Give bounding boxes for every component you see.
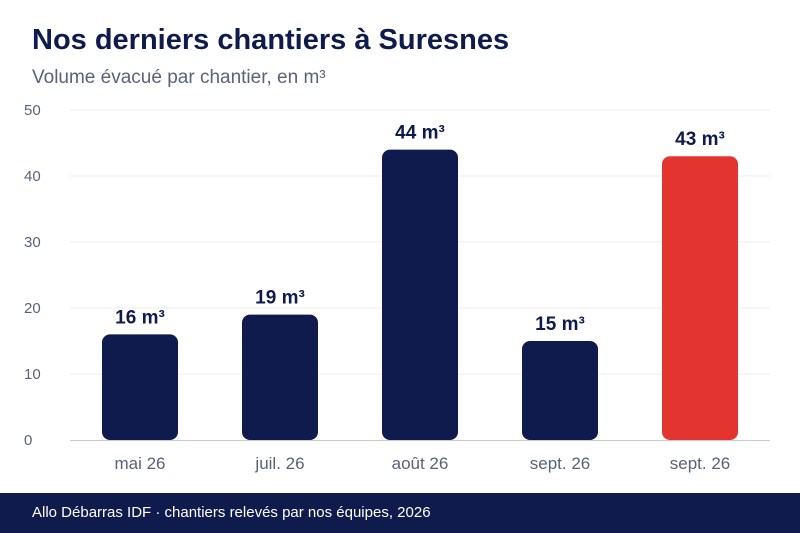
y-axis-ticks: 0 10 20 30 40 50 [24, 102, 41, 449]
bar [102, 334, 178, 440]
data-label: 16 m³ [115, 307, 165, 328]
bar-chart: 0 10 20 30 40 50 16 m³ 19 m³ 44 m³ 15 m³ 43 m³ ma… [24, 102, 770, 473]
y-tick-label: 0 [24, 432, 32, 449]
y-tick-label: 30 [24, 234, 41, 251]
footer-bar: Allo Débarras IDF · chantiers relevés pa… [0, 493, 800, 533]
y-tick-label: 50 [24, 102, 41, 119]
chart-subtitle: Volume évacué par chantier, en m³ [32, 67, 326, 88]
data-labels: 16 m³ 19 m³ 44 m³ 15 m³ 43 m³ [115, 123, 725, 335]
data-label: 44 m³ [395, 123, 445, 144]
bar [662, 156, 738, 440]
x-axis-ticks: mai 26 juil. 26 août 26 sept. 26 sept. 26 [114, 454, 730, 473]
x-tick-label: mai 26 [114, 454, 165, 473]
x-tick-label: juil. 26 [254, 454, 304, 473]
y-tick-label: 10 [24, 366, 41, 383]
data-label: 43 m³ [675, 129, 725, 150]
footer-source: Allo Débarras IDF · chantiers relevés pa… [32, 504, 431, 521]
chart-title: Nos derniers chantiers à Suresnes [32, 24, 510, 56]
bars [102, 149, 738, 440]
data-label: 15 m³ [535, 314, 585, 335]
x-tick-label: août 26 [392, 454, 449, 473]
y-tick-label: 40 [24, 168, 41, 185]
x-tick-label: sept. 26 [670, 454, 731, 473]
data-label: 19 m³ [255, 288, 305, 309]
y-tick-label: 20 [24, 300, 41, 317]
bar [242, 314, 318, 440]
bar [382, 149, 458, 440]
bar [522, 341, 598, 440]
x-tick-label: sept. 26 [530, 454, 591, 473]
